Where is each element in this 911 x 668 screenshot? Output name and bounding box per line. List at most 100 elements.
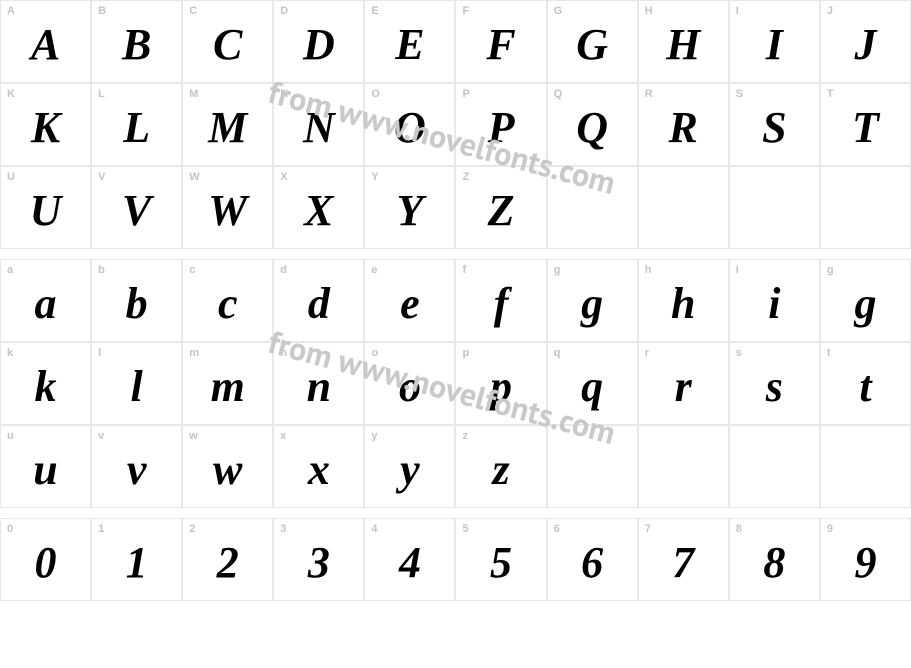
glyph-cell: RR (638, 83, 729, 166)
glyph-cell-glyph: T (852, 102, 879, 153)
glyph-cell-glyph: S (762, 102, 786, 153)
glyph-cell-glyph: w (213, 444, 242, 495)
glyph-cell: ll (91, 342, 182, 425)
glyph-cell: kk (0, 342, 91, 425)
glyph-cell-glyph: N (303, 102, 335, 153)
glyph-cell-label: M (189, 88, 198, 100)
glyph-cell-glyph: C (213, 19, 242, 70)
glyph-cell (638, 425, 729, 508)
glyph-cell-glyph: y (400, 444, 420, 495)
glyph-cell-glyph: r (675, 361, 692, 412)
glyph-cell-glyph: 2 (217, 537, 239, 588)
glyph-cell: zz (455, 425, 546, 508)
glyph-cell (729, 425, 820, 508)
glyph-cell: uu (0, 425, 91, 508)
glyph-cell: 33 (273, 518, 364, 601)
glyph-cell-label: l (98, 347, 101, 359)
glyph-cell-label: B (98, 5, 106, 17)
glyph-cell-label: Y (371, 171, 378, 183)
glyph-cell-glyph: h (671, 278, 695, 329)
glyph-cell-label: F (462, 5, 469, 17)
glyph-cell: CC (182, 0, 273, 83)
glyph-cell-label: P (462, 88, 469, 100)
glyph-cell (729, 166, 820, 249)
glyph-cell-glyph: g (581, 278, 603, 329)
glyph-cell: QQ (547, 83, 638, 166)
glyph-cell: mm (182, 342, 273, 425)
glyph-cell-label: 9 (827, 523, 833, 535)
glyph-cell-glyph: v (127, 444, 147, 495)
glyph-cell: GG (547, 0, 638, 83)
lowercase-section: aabbccddeeffgghhiiggkkllmmnnooppqqrrsstt… (0, 259, 911, 508)
uppercase-section: AABBCCDDEEFFGGHHIIJJKKLLMMNNOOPPQQRRSSTT… (0, 0, 911, 249)
glyph-cell: 99 (820, 518, 911, 601)
glyph-cell-glyph: 0 (35, 537, 57, 588)
glyph-cell-label: G (554, 5, 563, 17)
glyph-cell-label: W (189, 171, 199, 183)
glyph-cell-glyph: G (576, 19, 608, 70)
glyph-cell-glyph: m (211, 361, 245, 412)
glyph-cell-glyph: 5 (490, 537, 512, 588)
glyph-cell-glyph: O (394, 102, 426, 153)
glyph-cell: aa (0, 259, 91, 342)
glyph-cell: UU (0, 166, 91, 249)
section-spacer (0, 508, 911, 518)
glyph-cell: 44 (364, 518, 455, 601)
glyph-cell-glyph: R (669, 102, 698, 153)
glyph-cell-label: R (645, 88, 653, 100)
glyph-cell-glyph: E (395, 19, 424, 70)
glyph-cell-glyph: g (854, 278, 876, 329)
glyph-cell-label: w (189, 430, 198, 442)
glyph-cell-label: 7 (645, 523, 651, 535)
glyph-cell: qq (547, 342, 638, 425)
glyph-cell: gg (820, 259, 911, 342)
glyph-cell-glyph: t (859, 361, 871, 412)
glyph-cell: 88 (729, 518, 820, 601)
glyph-cell-glyph: P (488, 102, 515, 153)
glyph-cell-label: i (736, 264, 739, 276)
glyph-cell-label: A (7, 5, 15, 17)
glyph-cell: cc (182, 259, 273, 342)
glyph-cell-label: 1 (98, 523, 104, 535)
glyph-cell: OO (364, 83, 455, 166)
glyph-cell-glyph: Y (396, 185, 423, 236)
glyph-cell-label: E (371, 5, 378, 17)
glyph-cell-label: b (98, 264, 105, 276)
glyph-cell-glyph: L (123, 102, 150, 153)
glyph-cell-label: 4 (371, 523, 377, 535)
glyph-cell: XX (273, 166, 364, 249)
glyph-cell-label: V (98, 171, 105, 183)
glyph-cell: ii (729, 259, 820, 342)
glyph-cell-label: D (280, 5, 288, 17)
glyph-cell-glyph: 3 (308, 537, 330, 588)
glyph-cell: KK (0, 83, 91, 166)
glyph-cell-glyph: Q (576, 102, 608, 153)
glyph-cell-label: f (462, 264, 466, 276)
glyph-cell: 55 (455, 518, 546, 601)
glyph-cell: nn (273, 342, 364, 425)
glyph-cell-glyph: J (854, 19, 876, 70)
glyph-cell-glyph: n (307, 361, 331, 412)
glyph-cell: BB (91, 0, 182, 83)
glyph-cell-label: s (736, 347, 742, 359)
glyph-cell-label: Q (554, 88, 563, 100)
glyph-cell-label: r (645, 347, 649, 359)
glyph-cell-glyph: z (492, 444, 509, 495)
glyph-cell: 11 (91, 518, 182, 601)
glyph-cell-label: d (280, 264, 287, 276)
glyph-cell: EE (364, 0, 455, 83)
glyph-cell: rr (638, 342, 729, 425)
glyph-cell-label: y (371, 430, 377, 442)
glyph-cell: gg (547, 259, 638, 342)
glyph-cell-glyph: 1 (126, 537, 148, 588)
glyph-cell: YY (364, 166, 455, 249)
glyph-cell-label: N (280, 88, 288, 100)
glyph-cell: II (729, 0, 820, 83)
glyph-cell: NN (273, 83, 364, 166)
glyph-cell-label: g (827, 264, 834, 276)
glyph-cell-glyph: H (666, 19, 700, 70)
glyph-cell-label: e (371, 264, 377, 276)
glyph-cell-label: L (98, 88, 105, 100)
glyph-cell-label: S (736, 88, 743, 100)
glyph-cell: FF (455, 0, 546, 83)
